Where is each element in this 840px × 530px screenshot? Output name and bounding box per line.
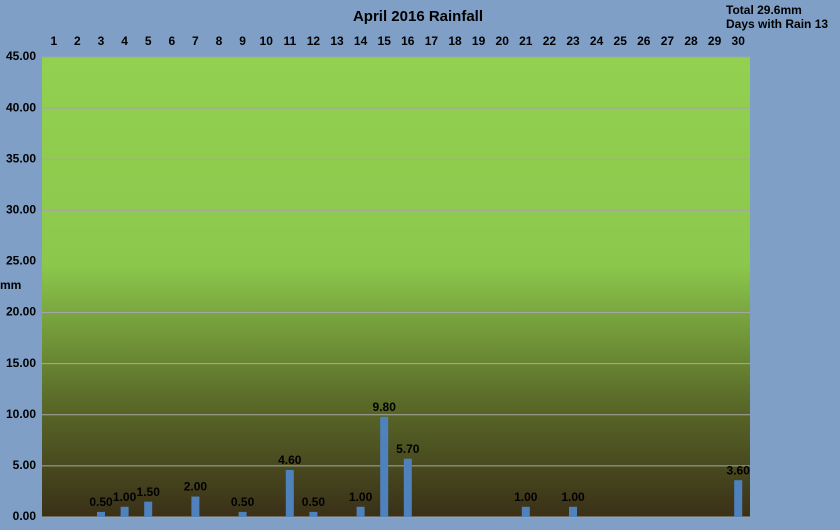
y-tick-label: 10.00 bbox=[6, 407, 36, 421]
bar bbox=[521, 506, 530, 517]
x-tick-label: 13 bbox=[330, 34, 344, 48]
x-tick-label: 6 bbox=[168, 34, 175, 48]
x-tick-label: 9 bbox=[239, 34, 246, 48]
y-tick-label: 40.00 bbox=[6, 100, 36, 114]
x-tick-label: 1 bbox=[50, 34, 57, 48]
chart-title: April 2016 Rainfall bbox=[353, 8, 483, 25]
data-label: 0.50 bbox=[231, 495, 255, 509]
x-tick-label: 16 bbox=[401, 34, 415, 48]
annotation: Days with Rain 13 bbox=[726, 17, 828, 31]
bar bbox=[380, 416, 389, 517]
bar bbox=[734, 480, 743, 517]
x-tick-label: 11 bbox=[283, 34, 296, 48]
x-tick-label: 23 bbox=[566, 34, 580, 48]
x-tick-label: 24 bbox=[590, 34, 604, 48]
data-label: 2.00 bbox=[184, 480, 208, 494]
y-tick-label: 45.00 bbox=[6, 49, 36, 63]
data-label: 1.00 bbox=[514, 490, 538, 504]
y-tick-label: 35.00 bbox=[6, 151, 36, 165]
x-tick-label: 7 bbox=[192, 34, 199, 48]
bar bbox=[191, 496, 200, 517]
x-tick-label: 26 bbox=[637, 34, 651, 48]
x-tick-label: 29 bbox=[708, 34, 722, 48]
x-tick-label: 22 bbox=[543, 34, 557, 48]
x-tick-label: 10 bbox=[260, 34, 274, 48]
data-label: 0.50 bbox=[302, 495, 326, 509]
x-tick-label: 17 bbox=[425, 34, 439, 48]
data-label: 1.00 bbox=[349, 490, 373, 504]
x-tick-label: 12 bbox=[307, 34, 321, 48]
y-axis-label: mm bbox=[0, 278, 21, 292]
data-label: 4.60 bbox=[278, 453, 302, 467]
data-label: 0.50 bbox=[89, 495, 113, 509]
data-label: 1.00 bbox=[561, 490, 585, 504]
y-tick-label: 0.00 bbox=[13, 509, 37, 523]
annotation: Total 29.6mm bbox=[726, 3, 802, 17]
x-tick-label: 28 bbox=[684, 34, 698, 48]
x-tick-label: 15 bbox=[378, 34, 392, 48]
x-tick-label: 27 bbox=[661, 34, 675, 48]
x-tick-label: 14 bbox=[354, 34, 368, 48]
x-tick-label: 4 bbox=[121, 34, 128, 48]
x-tick-label: 25 bbox=[614, 34, 628, 48]
x-tick-label: 18 bbox=[448, 34, 462, 48]
y-tick-label: 30.00 bbox=[6, 203, 36, 217]
x-tick-label: 2 bbox=[74, 34, 81, 48]
data-label: 3.60 bbox=[727, 463, 751, 477]
bar bbox=[144, 501, 153, 517]
data-label: 1.50 bbox=[137, 485, 161, 499]
x-tick-label: 20 bbox=[496, 34, 510, 48]
x-tick-label: 30 bbox=[732, 34, 746, 48]
data-label: 9.80 bbox=[373, 400, 397, 414]
bar bbox=[285, 469, 294, 517]
data-label: 5.70 bbox=[396, 442, 420, 456]
x-tick-label: 3 bbox=[98, 34, 105, 48]
x-tick-label: 21 bbox=[519, 34, 533, 48]
bar bbox=[120, 506, 129, 517]
bar bbox=[238, 511, 247, 517]
bar bbox=[403, 458, 412, 517]
bar bbox=[569, 506, 577, 517]
y-tick-label: 20.00 bbox=[6, 305, 36, 319]
data-label: 1.00 bbox=[113, 490, 137, 504]
x-tick-label: 5 bbox=[145, 34, 152, 48]
y-tick-label: 5.00 bbox=[13, 458, 37, 472]
plot-area bbox=[42, 57, 750, 517]
x-tick-label: 19 bbox=[472, 34, 486, 48]
bar bbox=[356, 506, 365, 517]
y-tick-label: 25.00 bbox=[6, 254, 36, 268]
y-tick-label: 15.00 bbox=[6, 356, 36, 370]
bar bbox=[97, 511, 105, 517]
x-tick-label: 8 bbox=[216, 34, 223, 48]
bar bbox=[309, 511, 318, 517]
